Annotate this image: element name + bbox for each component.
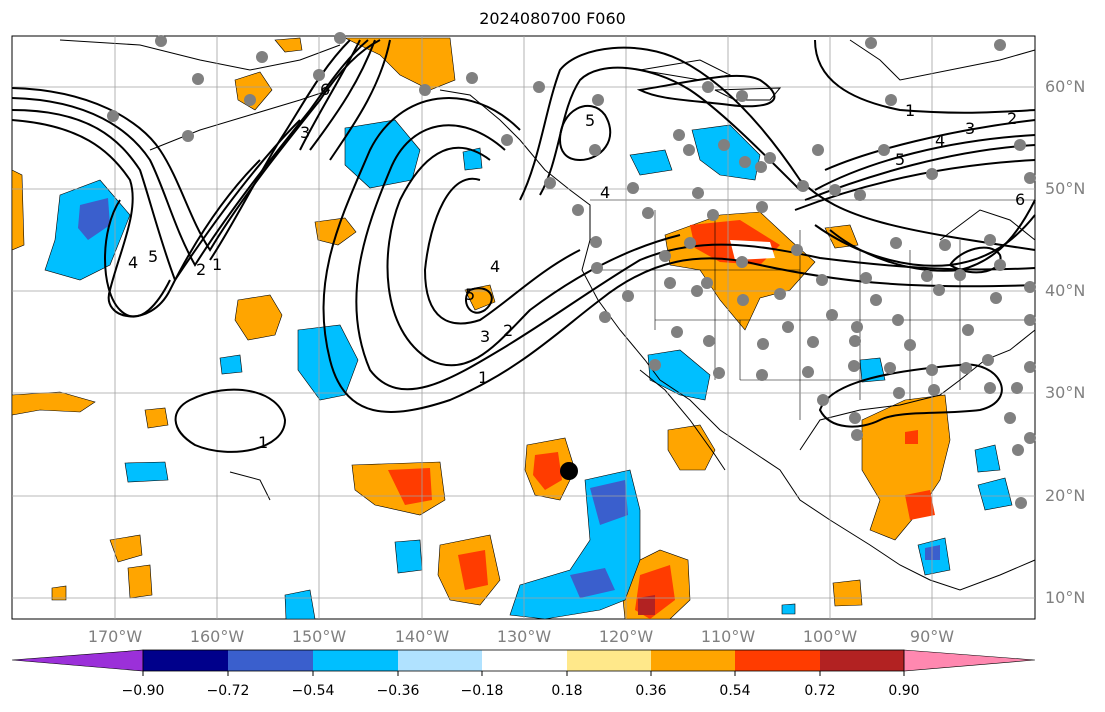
contour-label-5: 5 bbox=[148, 247, 158, 266]
colorbar-tick-label: −0.36 bbox=[376, 683, 420, 699]
colorbar-segment bbox=[313, 650, 398, 671]
lon-label: 170°W bbox=[87, 627, 143, 646]
colorbar-tick-label: 0.54 bbox=[719, 683, 751, 699]
lon-label: 130°W bbox=[496, 627, 552, 646]
lat-label: 10°N bbox=[1045, 588, 1086, 607]
contour-label-4: 4 bbox=[600, 183, 610, 202]
colorbar-segment bbox=[143, 650, 228, 671]
contour-label-2: 2 bbox=[503, 321, 513, 340]
colorbar bbox=[11, 649, 1036, 676]
lon-label: 100°W bbox=[802, 627, 858, 646]
contour-label-5: 5 bbox=[895, 150, 905, 169]
colorbar-segment bbox=[567, 650, 651, 671]
lat-label: 20°N bbox=[1045, 486, 1086, 505]
contour-label-group: 1 2 3 4 5 6 1 2 3 4 5 5 4 3 6 5 4 2 1 1 bbox=[128, 80, 1025, 452]
contour-label-6: 6 bbox=[320, 80, 330, 99]
lat-label: 50°N bbox=[1045, 179, 1086, 198]
lat-label: 40°N bbox=[1045, 281, 1086, 300]
colorbar-extend-high bbox=[903, 649, 1036, 672]
contour-label-1: 1 bbox=[478, 368, 488, 387]
colorbar-segment bbox=[735, 650, 820, 671]
contour-label-5: 5 bbox=[465, 285, 475, 304]
colorbar-tick-label: −0.54 bbox=[291, 683, 335, 699]
colorbar-segment bbox=[228, 650, 313, 671]
colorbar-tick-label: −0.90 bbox=[121, 683, 165, 699]
colorbar-tick-label: −0.72 bbox=[206, 683, 250, 699]
contour-label-4: 4 bbox=[935, 131, 945, 150]
station-markers bbox=[107, 32, 1036, 509]
colorbar-segment bbox=[651, 650, 735, 671]
contour-label-3: 3 bbox=[480, 327, 490, 346]
lon-label: 140°W bbox=[394, 627, 450, 646]
contour-label-1: 1 bbox=[258, 433, 268, 452]
contour-label-6: 6 bbox=[1015, 190, 1025, 209]
colorbar-segment bbox=[482, 650, 567, 671]
storm-marker bbox=[560, 462, 578, 480]
contour-label-2: 2 bbox=[196, 260, 206, 279]
lon-label: 160°W bbox=[189, 627, 245, 646]
colorbar-tick-label: 0.36 bbox=[635, 683, 667, 699]
colorbar-tick-label: 0.90 bbox=[888, 683, 920, 699]
contour-label-1: 1 bbox=[212, 255, 222, 274]
shading-negative bbox=[44, 119, 1013, 620]
contour-label-4: 4 bbox=[490, 257, 500, 276]
lat-label: 60°N bbox=[1045, 77, 1086, 96]
contour-label-2: 2 bbox=[1007, 109, 1017, 128]
graticule bbox=[12, 36, 1035, 619]
contour-label-4: 4 bbox=[128, 253, 138, 272]
figure-title: 2024080700 F060 bbox=[479, 9, 626, 28]
colorbar-tick-label: 0.72 bbox=[804, 683, 836, 699]
coastlines bbox=[59, 39, 1036, 591]
colorbar-tick-label: 0.18 bbox=[551, 683, 583, 699]
colorbar-segment bbox=[398, 650, 482, 671]
lon-label: 110°W bbox=[700, 627, 756, 646]
lat-label: 30°N bbox=[1045, 383, 1086, 402]
lon-label: 90°W bbox=[909, 627, 955, 646]
contour-label-3: 3 bbox=[300, 123, 310, 142]
contour-label-5: 5 bbox=[585, 111, 595, 130]
contour-label-1: 1 bbox=[905, 101, 915, 120]
contour-label-3: 3 bbox=[965, 119, 975, 138]
lon-label: 150°W bbox=[291, 627, 347, 646]
colorbar-tick-label: −0.18 bbox=[460, 683, 504, 699]
colorbar-extend-low bbox=[11, 649, 144, 672]
colorbar-segment bbox=[820, 650, 904, 671]
lon-label: 120°W bbox=[598, 627, 654, 646]
